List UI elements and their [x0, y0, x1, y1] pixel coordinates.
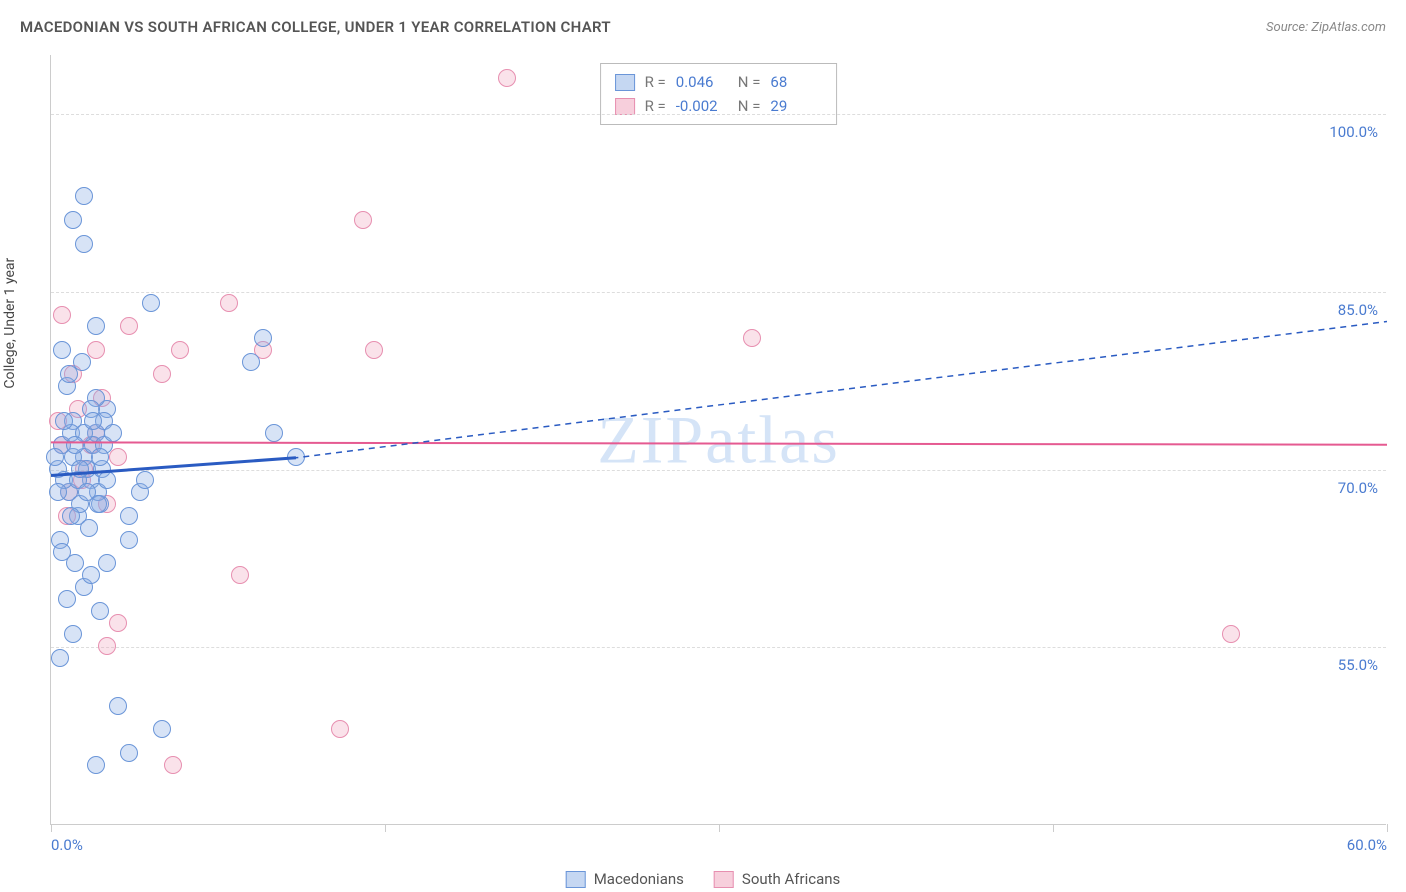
stats-legend-box: R = 0.046 N = 68 R = -0.002 N = 29 — [600, 63, 838, 125]
data-point — [91, 602, 109, 620]
data-point — [75, 187, 93, 205]
data-point — [71, 460, 89, 478]
data-point — [365, 341, 383, 359]
data-point — [58, 590, 76, 608]
data-point — [98, 637, 116, 655]
data-point — [287, 448, 305, 466]
header-bar: MACEDONIAN VS SOUTH AFRICAN COLLEGE, UND… — [20, 18, 1386, 36]
trend-overlay — [51, 55, 1387, 825]
data-point — [55, 412, 73, 430]
gridline — [51, 114, 1386, 115]
data-point — [78, 483, 96, 501]
x-tick — [385, 824, 386, 832]
data-point — [62, 507, 80, 525]
data-point — [98, 471, 116, 489]
data-point — [66, 436, 84, 454]
data-point — [109, 697, 127, 715]
x-tick — [1053, 824, 1054, 832]
chart-title: MACEDONIAN VS SOUTH AFRICAN COLLEGE, UND… — [20, 18, 611, 36]
data-point — [354, 211, 372, 229]
legend-item-series1: Macedonians — [566, 870, 684, 888]
trendline-series2 — [51, 442, 1387, 444]
data-point — [220, 294, 238, 312]
swatch-series1 — [615, 74, 635, 91]
gridline — [51, 647, 1386, 648]
x-tick-label: 60.0% — [1347, 836, 1387, 854]
legend-item-series2: South Africans — [714, 870, 840, 888]
data-point — [254, 329, 272, 347]
data-point — [120, 744, 138, 762]
data-point — [120, 531, 138, 549]
data-point — [53, 543, 71, 561]
x-tick-label: 0.0% — [51, 836, 83, 854]
legend-label: South Africans — [742, 870, 840, 888]
gridline — [51, 470, 1386, 471]
data-point — [142, 294, 160, 312]
data-point — [49, 483, 67, 501]
data-point — [153, 365, 171, 383]
data-point — [104, 424, 122, 442]
y-tick-label: 55.0% — [1338, 656, 1378, 674]
data-point — [53, 306, 71, 324]
x-tick — [1387, 824, 1388, 832]
data-point — [51, 649, 69, 667]
data-point — [164, 756, 182, 774]
legend: Macedonians South Africans — [566, 870, 841, 888]
data-point — [331, 720, 349, 738]
data-point — [64, 211, 82, 229]
data-point — [498, 69, 516, 87]
r-value: 0.046 — [676, 70, 728, 94]
trendline-series1-dashed — [51, 322, 1387, 476]
data-point — [82, 566, 100, 584]
data-point — [265, 424, 283, 442]
data-point — [75, 235, 93, 253]
data-point — [60, 365, 78, 383]
swatch-series2 — [615, 98, 635, 115]
watermark-text: ZIPatlas — [597, 400, 840, 479]
data-point — [84, 412, 102, 430]
x-tick — [719, 824, 720, 832]
y-tick-label: 70.0% — [1338, 479, 1378, 497]
y-tick-label: 85.0% — [1338, 301, 1378, 319]
data-point — [242, 353, 260, 371]
data-point — [91, 448, 109, 466]
data-point — [53, 341, 71, 359]
swatch-series2 — [714, 871, 734, 888]
data-point — [120, 507, 138, 525]
data-point — [120, 317, 138, 335]
data-point — [231, 566, 249, 584]
data-point — [80, 519, 98, 537]
data-point — [109, 614, 127, 632]
data-point — [46, 448, 64, 466]
y-tick-label: 100.0% — [1329, 123, 1378, 141]
x-tick — [51, 824, 52, 832]
r-label: R = — [645, 70, 666, 94]
data-point — [87, 317, 105, 335]
n-value: 68 — [770, 70, 822, 94]
source-attribution: Source: ZipAtlas.com — [1266, 20, 1386, 35]
data-point — [743, 329, 761, 347]
stats-row: R = 0.046 N = 68 — [615, 70, 823, 94]
n-label: N = — [738, 70, 761, 94]
data-point — [87, 756, 105, 774]
scatter-plot: ZIPatlas R = 0.046 N = 68 R = -0.002 N =… — [50, 55, 1386, 825]
data-point — [1222, 625, 1240, 643]
data-point — [171, 341, 189, 359]
legend-label: Macedonians — [594, 870, 684, 888]
data-point — [136, 471, 154, 489]
y-axis-label: College, Under 1 year — [2, 258, 18, 389]
data-point — [98, 554, 116, 572]
swatch-series1 — [566, 871, 586, 888]
gridline — [51, 292, 1386, 293]
data-point — [64, 625, 82, 643]
data-point — [153, 720, 171, 738]
